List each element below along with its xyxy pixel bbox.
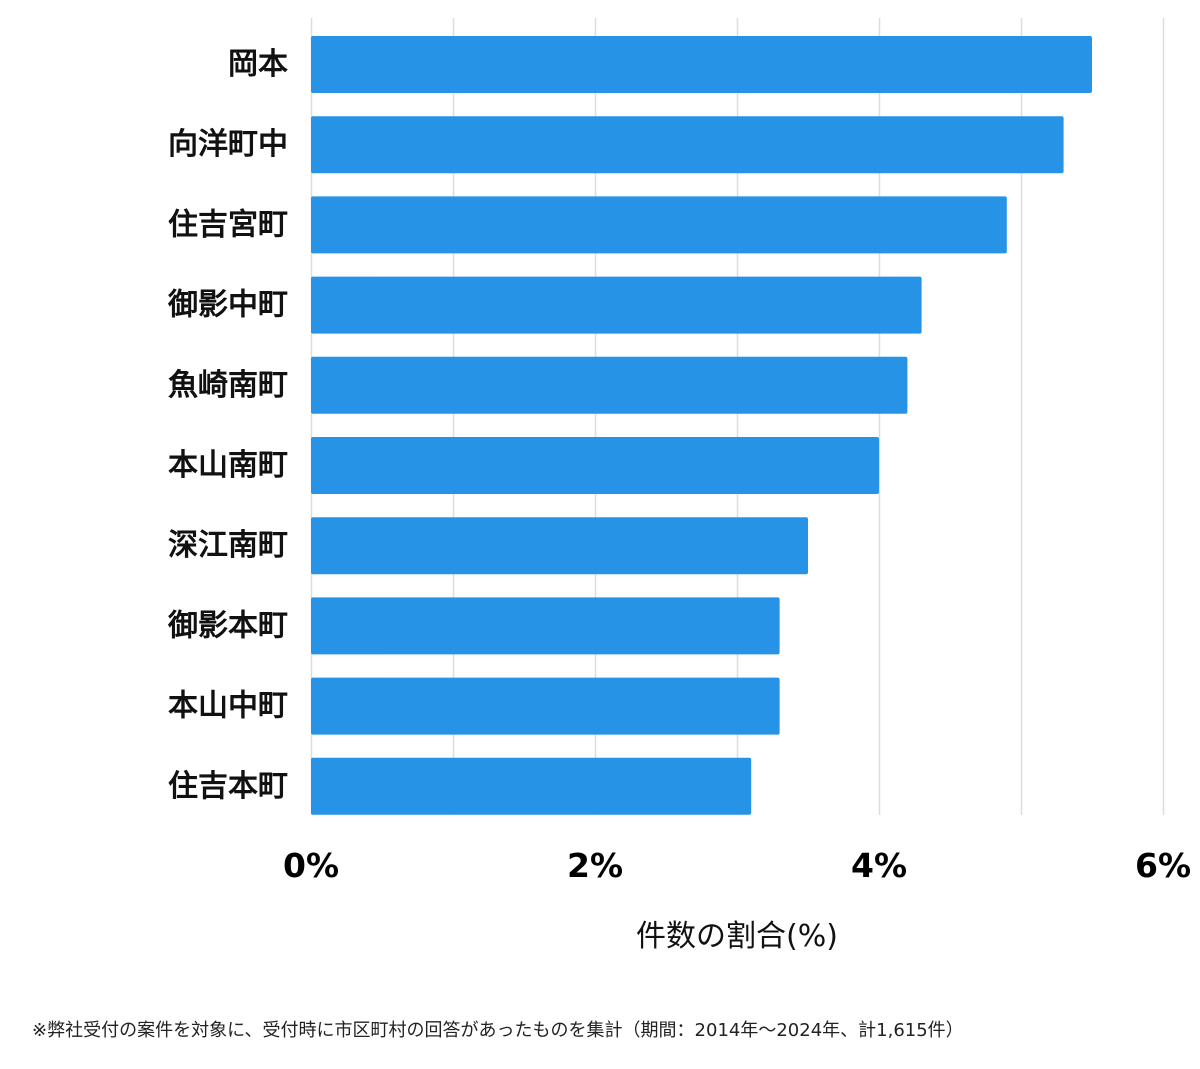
bar xyxy=(311,437,879,494)
category-label: 本山中町 xyxy=(168,689,288,724)
bar xyxy=(311,36,1092,93)
bars xyxy=(311,36,1092,815)
footnote: ※弊社受付の案件を対象に、受付時に市区町村の回答があったものを集計（期間：201… xyxy=(32,1020,964,1041)
x-tick-label: 0% xyxy=(283,846,339,885)
category-label: 御影中町 xyxy=(167,288,288,323)
category-label: 住吉本町 xyxy=(168,769,288,804)
category-label: 岡本 xyxy=(228,47,288,82)
bar xyxy=(311,196,1007,254)
x-axis-title: 件数の割合(%) xyxy=(636,919,838,954)
bar xyxy=(311,757,752,815)
bar xyxy=(311,356,908,414)
category-label: 御影本町 xyxy=(167,608,288,643)
x-tick-label: 6% xyxy=(1135,846,1191,885)
bar xyxy=(311,517,808,575)
bar xyxy=(311,677,780,735)
category-label: 本山南町 xyxy=(168,448,288,483)
x-tick-label: 4% xyxy=(851,846,907,885)
bar xyxy=(311,597,780,655)
category-label: 向洋町中 xyxy=(168,127,288,162)
category-label: 深江南町 xyxy=(168,528,288,563)
x-tick-label: 2% xyxy=(567,846,623,885)
x-tick-labels: 0% 2% 4% 6% xyxy=(283,846,1191,885)
category-label: 魚崎南町 xyxy=(168,368,288,403)
category-label: 住吉宮町 xyxy=(168,207,288,242)
bar xyxy=(311,276,922,334)
bar xyxy=(311,116,1064,174)
